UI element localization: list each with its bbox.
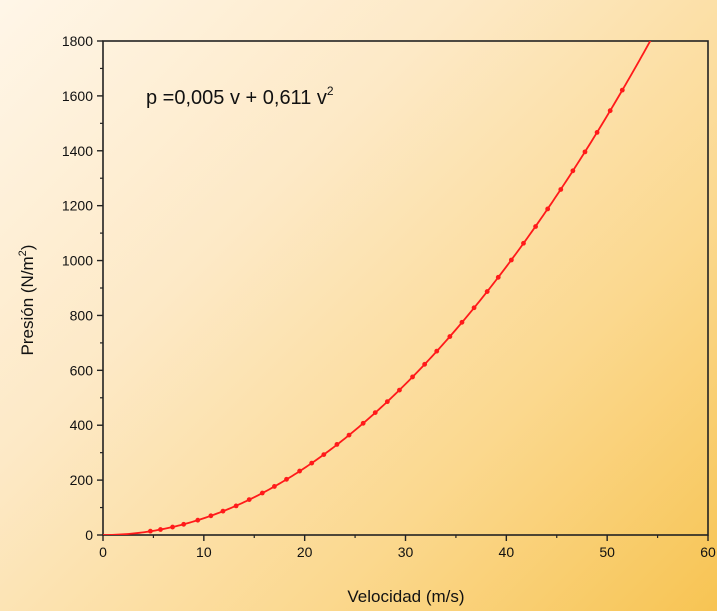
- y-tick-label: 0: [85, 527, 93, 543]
- x-tick-label: 10: [196, 544, 212, 560]
- data-point: [434, 348, 440, 354]
- data-point: [147, 528, 153, 534]
- y-tick-label: 1400: [62, 143, 93, 159]
- y-axis-title-superscript: 2: [17, 250, 29, 256]
- fit-equation-main: p =0,005 v + 0,611 v: [146, 87, 327, 109]
- data-point: [360, 420, 366, 426]
- y-axis-title: Presión (N/m2): [17, 245, 37, 356]
- data-point: [459, 319, 465, 325]
- y-axis-title-main: Presión (N/m: [18, 256, 37, 355]
- x-tick-label: 20: [297, 544, 313, 560]
- data-point: [570, 168, 576, 174]
- data-point: [484, 289, 490, 294]
- fit-curve: [103, 41, 652, 535]
- x-tick-label: 40: [499, 544, 515, 560]
- data-point: [521, 240, 526, 246]
- data-point: [233, 503, 239, 509]
- data-point: [321, 452, 327, 457]
- data-point: [619, 87, 625, 93]
- fit-equation-superscript: 2: [327, 84, 334, 98]
- data-point: [558, 187, 564, 192]
- y-tick-label: 600: [70, 362, 94, 378]
- data-point: [297, 468, 303, 474]
- data-point: [594, 129, 600, 135]
- data-point: [170, 524, 175, 530]
- y-tick-label: 1600: [62, 88, 93, 104]
- data-point: [309, 460, 315, 466]
- data-point: [533, 224, 538, 229]
- y-axis-title-close: ): [18, 245, 37, 251]
- data-point: [208, 513, 214, 519]
- x-tick-label: 50: [599, 544, 615, 560]
- data-point: [346, 432, 352, 438]
- x-tick-label: 30: [398, 544, 414, 560]
- data-point: [220, 508, 226, 514]
- data-point: [284, 476, 289, 482]
- data-point: [422, 361, 428, 367]
- data-point: [471, 305, 477, 311]
- data-point: [181, 521, 187, 527]
- data-point: [545, 206, 551, 212]
- data-point: [410, 374, 415, 380]
- data-point: [607, 108, 613, 114]
- y-tick-label: 400: [70, 417, 94, 433]
- x-axis-title: Velocidad (m/s): [347, 587, 464, 606]
- x-tick-label: 0: [99, 544, 107, 560]
- data-point: [246, 497, 252, 502]
- data-point: [272, 484, 277, 489]
- data-point: [447, 334, 453, 339]
- y-tick-label: 800: [70, 307, 94, 323]
- data-point: [158, 527, 163, 532]
- data-point: [397, 387, 402, 393]
- y-tick-label: 1000: [62, 253, 93, 269]
- data-point: [495, 274, 501, 280]
- data-point: [259, 490, 265, 496]
- plot-area: [102, 40, 709, 536]
- data-point: [372, 410, 378, 415]
- data-point: [195, 517, 201, 523]
- data-point: [582, 149, 588, 155]
- y-tick-label: 1200: [62, 198, 93, 214]
- data-point: [508, 257, 514, 263]
- y-tick-label: 1800: [62, 33, 93, 49]
- y-tick-label: 200: [70, 472, 94, 488]
- fit-equation: p =0,005 v + 0,611 v2: [146, 84, 334, 109]
- data-point: [384, 399, 390, 405]
- x-tick-label: 60: [700, 544, 716, 560]
- data-point: [334, 442, 340, 447]
